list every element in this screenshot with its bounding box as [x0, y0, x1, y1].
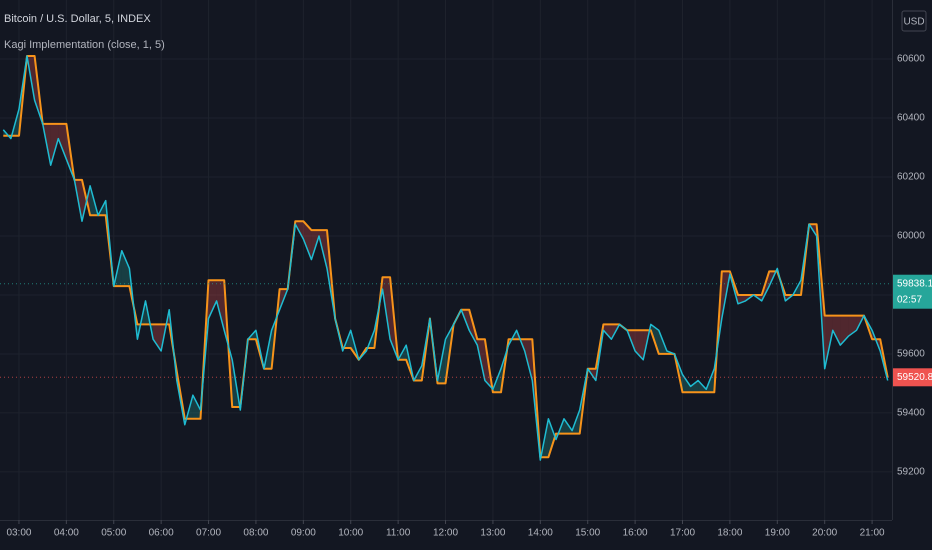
currency[interactable]: USD [903, 17, 924, 28]
x-tick-label: 06:00 [149, 528, 174, 539]
x-tick-label: 15:00 [575, 528, 600, 539]
fill-band [832, 315, 841, 346]
currency-box[interactable] [901, 10, 927, 32]
indicator-title: Kagi Implementation (close, 1, 5) [4, 39, 165, 51]
fill-band [682, 374, 691, 393]
chart-title: Bitcoin / U.S. Dollar, 5, INDEX [4, 13, 151, 25]
fill-band [161, 309, 170, 351]
fill-band [690, 380, 699, 393]
fill-band [208, 280, 217, 319]
fill-band [824, 315, 833, 369]
y-tick-label: 59600 [897, 349, 925, 360]
y-tick-label: 60600 [897, 54, 925, 65]
x-tick-label: 03:00 [6, 528, 31, 539]
x-tick-label: 09:00 [291, 528, 316, 539]
fill-band [58, 123, 67, 160]
x-tick-label: 07:00 [196, 528, 221, 539]
x-tick-label: 19:00 [765, 528, 790, 539]
x-tick-label: 12:00 [433, 528, 458, 539]
price-label: 59838.11 [897, 278, 932, 289]
x-tick-label: 10:00 [338, 528, 363, 539]
x-tick-label: 21:00 [860, 528, 885, 539]
x-tick-label: 20:00 [812, 528, 837, 539]
axes: 5920059400596005980060000602006040060600… [6, 54, 925, 539]
y-tick-label: 59200 [897, 467, 925, 478]
x-tick-label: 05:00 [101, 528, 126, 539]
x-tick-label: 16:00 [623, 528, 648, 539]
fill-band [192, 395, 201, 419]
countdown: 02:57 [897, 294, 922, 305]
y-tick-label: 60200 [897, 172, 925, 183]
price-label-box [893, 368, 932, 387]
price-label: 59520.83 [897, 372, 932, 383]
fill-band [303, 221, 312, 260]
price-labels: 59838.11 02:57 59520.83 [0, 274, 932, 387]
x-tick-label: 14:00 [528, 528, 553, 539]
fill-band [216, 280, 225, 331]
fill-band [603, 324, 612, 340]
x-tick-label: 11:00 [386, 528, 411, 539]
x-tick-label: 17:00 [670, 528, 695, 539]
y-tick-label: 59400 [897, 408, 925, 419]
fill-band [50, 123, 59, 166]
grid [0, 0, 892, 520]
y-tick-label: 60000 [897, 231, 925, 242]
y-tick-label: 60400 [897, 113, 925, 124]
x-tick-label: 13:00 [480, 528, 505, 539]
price-label-box [893, 274, 932, 309]
fill-band [153, 324, 162, 351]
x-tick-label: 08:00 [243, 528, 268, 539]
series-line [2, 55, 889, 461]
fill-band [121, 250, 130, 287]
lines [2, 55, 889, 461]
x-tick-label: 18:00 [717, 528, 742, 539]
fill-band [548, 418, 556, 458]
x-tick-label: 04:00 [54, 528, 79, 539]
